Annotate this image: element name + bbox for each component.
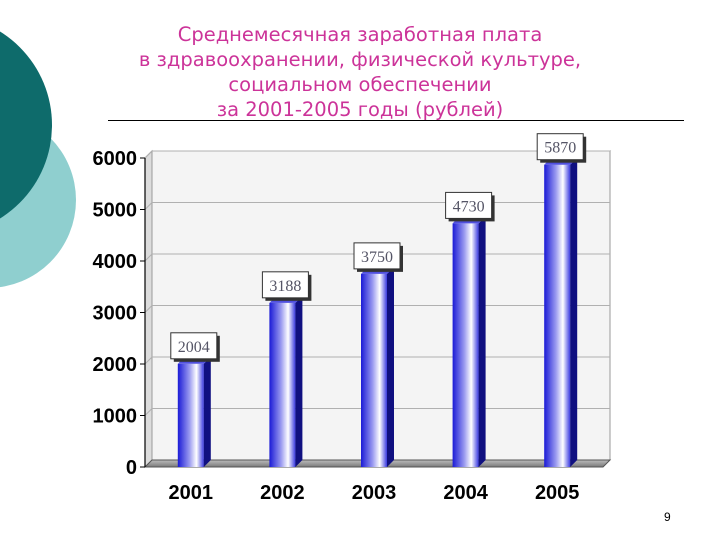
grid-line-side (144, 356, 153, 365)
bar-side-2001 (203, 356, 211, 467)
decor-dark-circle (0, 31, 52, 219)
y-tick-label: 5000 (93, 200, 138, 222)
x-axis: 2001 2002 2003 2004 2005 (169, 482, 580, 504)
bar-side-2005 (570, 157, 578, 467)
chart-title: Среднемесячная заработная плата в здраво… (110, 22, 610, 122)
data-label-box (170, 332, 218, 360)
title-line-1: Среднемесячная заработная плата (177, 23, 543, 46)
title-divider (108, 120, 684, 121)
x-tick-label: 2001 (169, 482, 214, 504)
bar-2003 (361, 273, 387, 467)
x-tick-label: 2005 (535, 482, 580, 504)
y-axis: 0 1000 2000 3000 4000 5000 6000 (93, 148, 146, 479)
x-tick-label: 2003 (352, 482, 397, 504)
y-tick-label: 6000 (93, 148, 138, 170)
data-label-2002: 3188 (269, 278, 301, 295)
grid-line-side (144, 253, 153, 262)
bar-2002 (269, 302, 296, 467)
bar-2005 (544, 164, 571, 467)
data-label-2004: 4730 (453, 198, 485, 215)
data-label-box (353, 242, 401, 270)
title-line-3: социальном обеспечении (228, 73, 492, 96)
x-tick-label: 2002 (260, 482, 305, 504)
data-labels: 2004 3188 3750 4730 5870 (170, 133, 587, 362)
y-tick-label: 1000 (93, 406, 138, 428)
bar-2001 (177, 363, 204, 467)
y-tick-label: 4000 (93, 251, 138, 273)
data-label-2005: 5870 (544, 140, 576, 157)
grid-line-side (144, 150, 153, 159)
data-label-2003: 3750 (361, 249, 393, 266)
grid-line-side (144, 202, 153, 210)
bar-2004 (452, 223, 479, 467)
x-tick-label: 2004 (443, 482, 488, 504)
grid-line-side (144, 408, 153, 416)
grid-line-side (144, 305, 153, 313)
page-number: 9 (664, 510, 671, 524)
bar-side-2004 (478, 216, 486, 467)
data-label-box (261, 271, 309, 299)
data-label-box (536, 133, 584, 161)
y-tick-label: 0 (126, 457, 137, 479)
y-tick-label: 2000 (93, 354, 138, 376)
title-line-4: за 2001-2005 годы (рублей) (216, 98, 504, 121)
data-label-box (445, 191, 493, 219)
title-line-2: в здравоохранении, физической культуре, (138, 48, 582, 71)
bar-side-2002 (295, 295, 303, 467)
y-tick-label: 3000 (93, 303, 138, 325)
data-label-2001: 2004 (178, 339, 210, 356)
bar-side-2003 (387, 266, 394, 467)
